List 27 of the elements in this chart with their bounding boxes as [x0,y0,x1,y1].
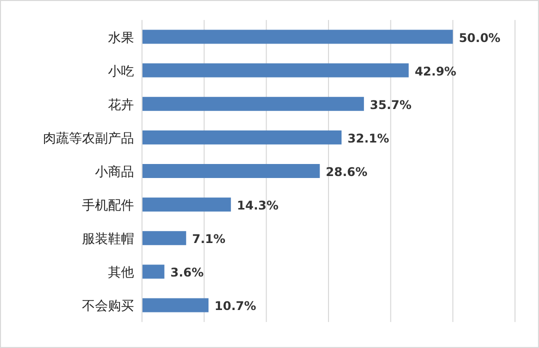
bar [142,298,209,312]
bar [142,231,186,246]
data-label: 3.6% [170,266,204,280]
bar [142,264,164,279]
data-label: 28.6% [326,165,368,179]
data-label: 32.1% [348,131,390,146]
y-tick-label: 服装鞋帽 [82,232,134,248]
y-tick-label: 手机配件 [82,198,134,214]
data-label: 42.9% [414,64,456,78]
y-tick-label: 花卉 [108,98,134,113]
y-tick-label: 水果 [108,30,134,46]
y-tick-label: 其他 [108,266,134,281]
bar [142,130,342,144]
data-label: 10.7% [214,299,256,314]
data-label: 50.0% [458,30,500,45]
y-tick-label: 小吃 [108,64,134,80]
bar [142,164,320,178]
bar [142,96,364,111]
y-tick-label: 不会购买 [82,299,134,314]
data-label: 14.3% [236,198,279,213]
data-label: 7.1% [192,232,226,246]
bar [142,30,453,44]
y-tick-label: 肉蔬等农副产品 [43,131,134,146]
bar [142,63,409,78]
data-label: 35.7% [370,98,412,112]
y-tick-label: 小商品 [95,165,134,180]
bar [142,198,231,212]
